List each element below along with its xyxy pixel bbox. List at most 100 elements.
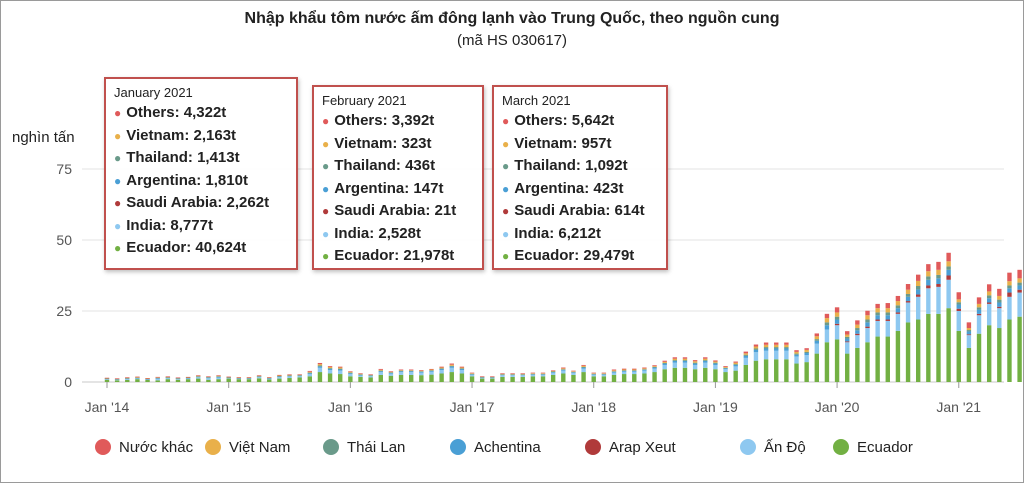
bar-segment[interactable] xyxy=(216,377,221,380)
bar-segment[interactable] xyxy=(287,374,292,376)
bar-segment[interactable] xyxy=(429,371,434,375)
bar-segment[interactable] xyxy=(926,285,931,289)
bar-segment[interactable] xyxy=(1017,285,1022,290)
bar-segment[interactable] xyxy=(895,313,901,331)
legend-item[interactable]: Achentina xyxy=(450,439,541,456)
bar-segment[interactable] xyxy=(743,357,749,365)
bar-segment[interactable] xyxy=(804,351,809,354)
bar-segment[interactable] xyxy=(449,363,454,365)
bar-segment[interactable] xyxy=(1007,292,1012,297)
bar-segment[interactable] xyxy=(196,375,201,376)
bar-segment[interactable] xyxy=(591,372,596,374)
bar-segment[interactable] xyxy=(409,371,414,373)
bar-segment[interactable] xyxy=(966,328,972,331)
bar-segment[interactable] xyxy=(185,376,191,378)
bar-segment[interactable] xyxy=(378,372,383,375)
bar-segment[interactable] xyxy=(327,373,333,382)
bar-segment[interactable] xyxy=(216,375,221,376)
bar-segment[interactable] xyxy=(601,372,607,374)
bar-segment[interactable] xyxy=(591,373,596,375)
bar-segment[interactable] xyxy=(723,366,728,368)
bar-segment[interactable] xyxy=(642,369,647,370)
bar-segment[interactable] xyxy=(358,376,363,382)
bar-segment[interactable] xyxy=(834,339,840,382)
bar-segment[interactable] xyxy=(692,360,698,362)
bar-segment[interactable] xyxy=(621,374,627,382)
bar-segment[interactable] xyxy=(510,373,515,374)
bar-segment[interactable] xyxy=(297,377,302,382)
bar-segment[interactable] xyxy=(672,360,678,361)
bar-segment[interactable] xyxy=(216,376,221,377)
bar-segment[interactable] xyxy=(885,303,890,309)
bar-segment[interactable] xyxy=(317,366,323,368)
bar-segment[interactable] xyxy=(348,371,353,372)
bar-segment[interactable] xyxy=(469,373,475,375)
bar-segment[interactable] xyxy=(763,347,769,349)
bar-segment[interactable] xyxy=(865,319,870,323)
legend-item[interactable]: Arap Xeut xyxy=(585,439,676,456)
bar-segment[interactable] xyxy=(398,371,404,373)
bar-segment[interactable] xyxy=(500,374,505,375)
bar-segment[interactable] xyxy=(763,359,769,382)
bar-segment[interactable] xyxy=(916,289,921,295)
bar-segment[interactable] xyxy=(338,367,343,369)
bar-segment[interactable] xyxy=(601,374,607,377)
bar-segment[interactable] xyxy=(743,355,749,358)
legend-item[interactable]: Thái Lan xyxy=(323,439,405,456)
bar-segment[interactable] xyxy=(429,370,434,372)
bar-segment[interactable] xyxy=(794,353,799,355)
bar-segment[interactable] xyxy=(520,374,525,375)
legend-item[interactable]: Ecuador xyxy=(833,439,913,456)
bar-segment[interactable] xyxy=(966,335,972,348)
bar-segment[interactable] xyxy=(865,326,870,329)
bar-segment[interactable] xyxy=(520,373,525,374)
bar-segment[interactable] xyxy=(338,374,343,382)
bar-segment[interactable] xyxy=(774,344,779,348)
bar-segment[interactable] xyxy=(621,370,627,371)
bar-segment[interactable] xyxy=(611,372,617,375)
bar-segment[interactable] xyxy=(307,372,312,374)
bar-segment[interactable] xyxy=(743,364,749,382)
bar-segment[interactable] xyxy=(368,376,373,378)
bar-segment[interactable] xyxy=(956,302,961,305)
bar-segment[interactable] xyxy=(855,333,860,336)
bar-segment[interactable] xyxy=(611,371,617,373)
bar-segment[interactable] xyxy=(824,313,830,319)
bar-segment[interactable] xyxy=(398,370,404,372)
bar-segment[interactable] xyxy=(986,298,992,303)
bar-segment[interactable] xyxy=(763,348,769,351)
bar-segment[interactable] xyxy=(784,359,789,382)
bar-segment[interactable] xyxy=(895,295,901,302)
bar-segment[interactable] xyxy=(297,375,302,376)
bar-segment[interactable] xyxy=(804,355,809,363)
bar-segment[interactable] xyxy=(459,367,465,369)
bar-segment[interactable] xyxy=(398,369,404,371)
bar-segment[interactable] xyxy=(287,376,292,379)
bar-segment[interactable] xyxy=(672,367,678,382)
bar-segment[interactable] xyxy=(936,284,941,287)
bar-segment[interactable] xyxy=(875,315,880,320)
bar-segment[interactable] xyxy=(784,350,789,360)
bar-segment[interactable] xyxy=(814,333,819,337)
bar-segment[interactable] xyxy=(997,328,1002,382)
bar-segment[interactable] xyxy=(510,375,515,377)
bar-segment[interactable] xyxy=(834,307,840,313)
bar-segment[interactable] xyxy=(784,348,789,351)
bar-segment[interactable] xyxy=(378,370,383,372)
bar-segment[interactable] xyxy=(733,364,738,367)
bar-segment[interactable] xyxy=(520,373,525,375)
bar-segment[interactable] xyxy=(611,369,617,371)
bar-segment[interactable] xyxy=(946,275,951,280)
bar-segment[interactable] xyxy=(682,358,688,361)
bar-segment[interactable] xyxy=(956,292,961,300)
bar-segment[interactable] xyxy=(956,311,961,331)
bar-segment[interactable] xyxy=(986,302,992,304)
bar-segment[interactable] xyxy=(439,367,444,369)
bar-segment[interactable] xyxy=(409,370,414,371)
bar-segment[interactable] xyxy=(125,378,130,381)
bar-segment[interactable] xyxy=(236,378,242,380)
bar-segment[interactable] xyxy=(885,320,890,337)
bar-segment[interactable] xyxy=(1017,316,1022,382)
bar-segment[interactable] xyxy=(936,286,941,314)
bar-segment[interactable] xyxy=(1007,281,1012,286)
